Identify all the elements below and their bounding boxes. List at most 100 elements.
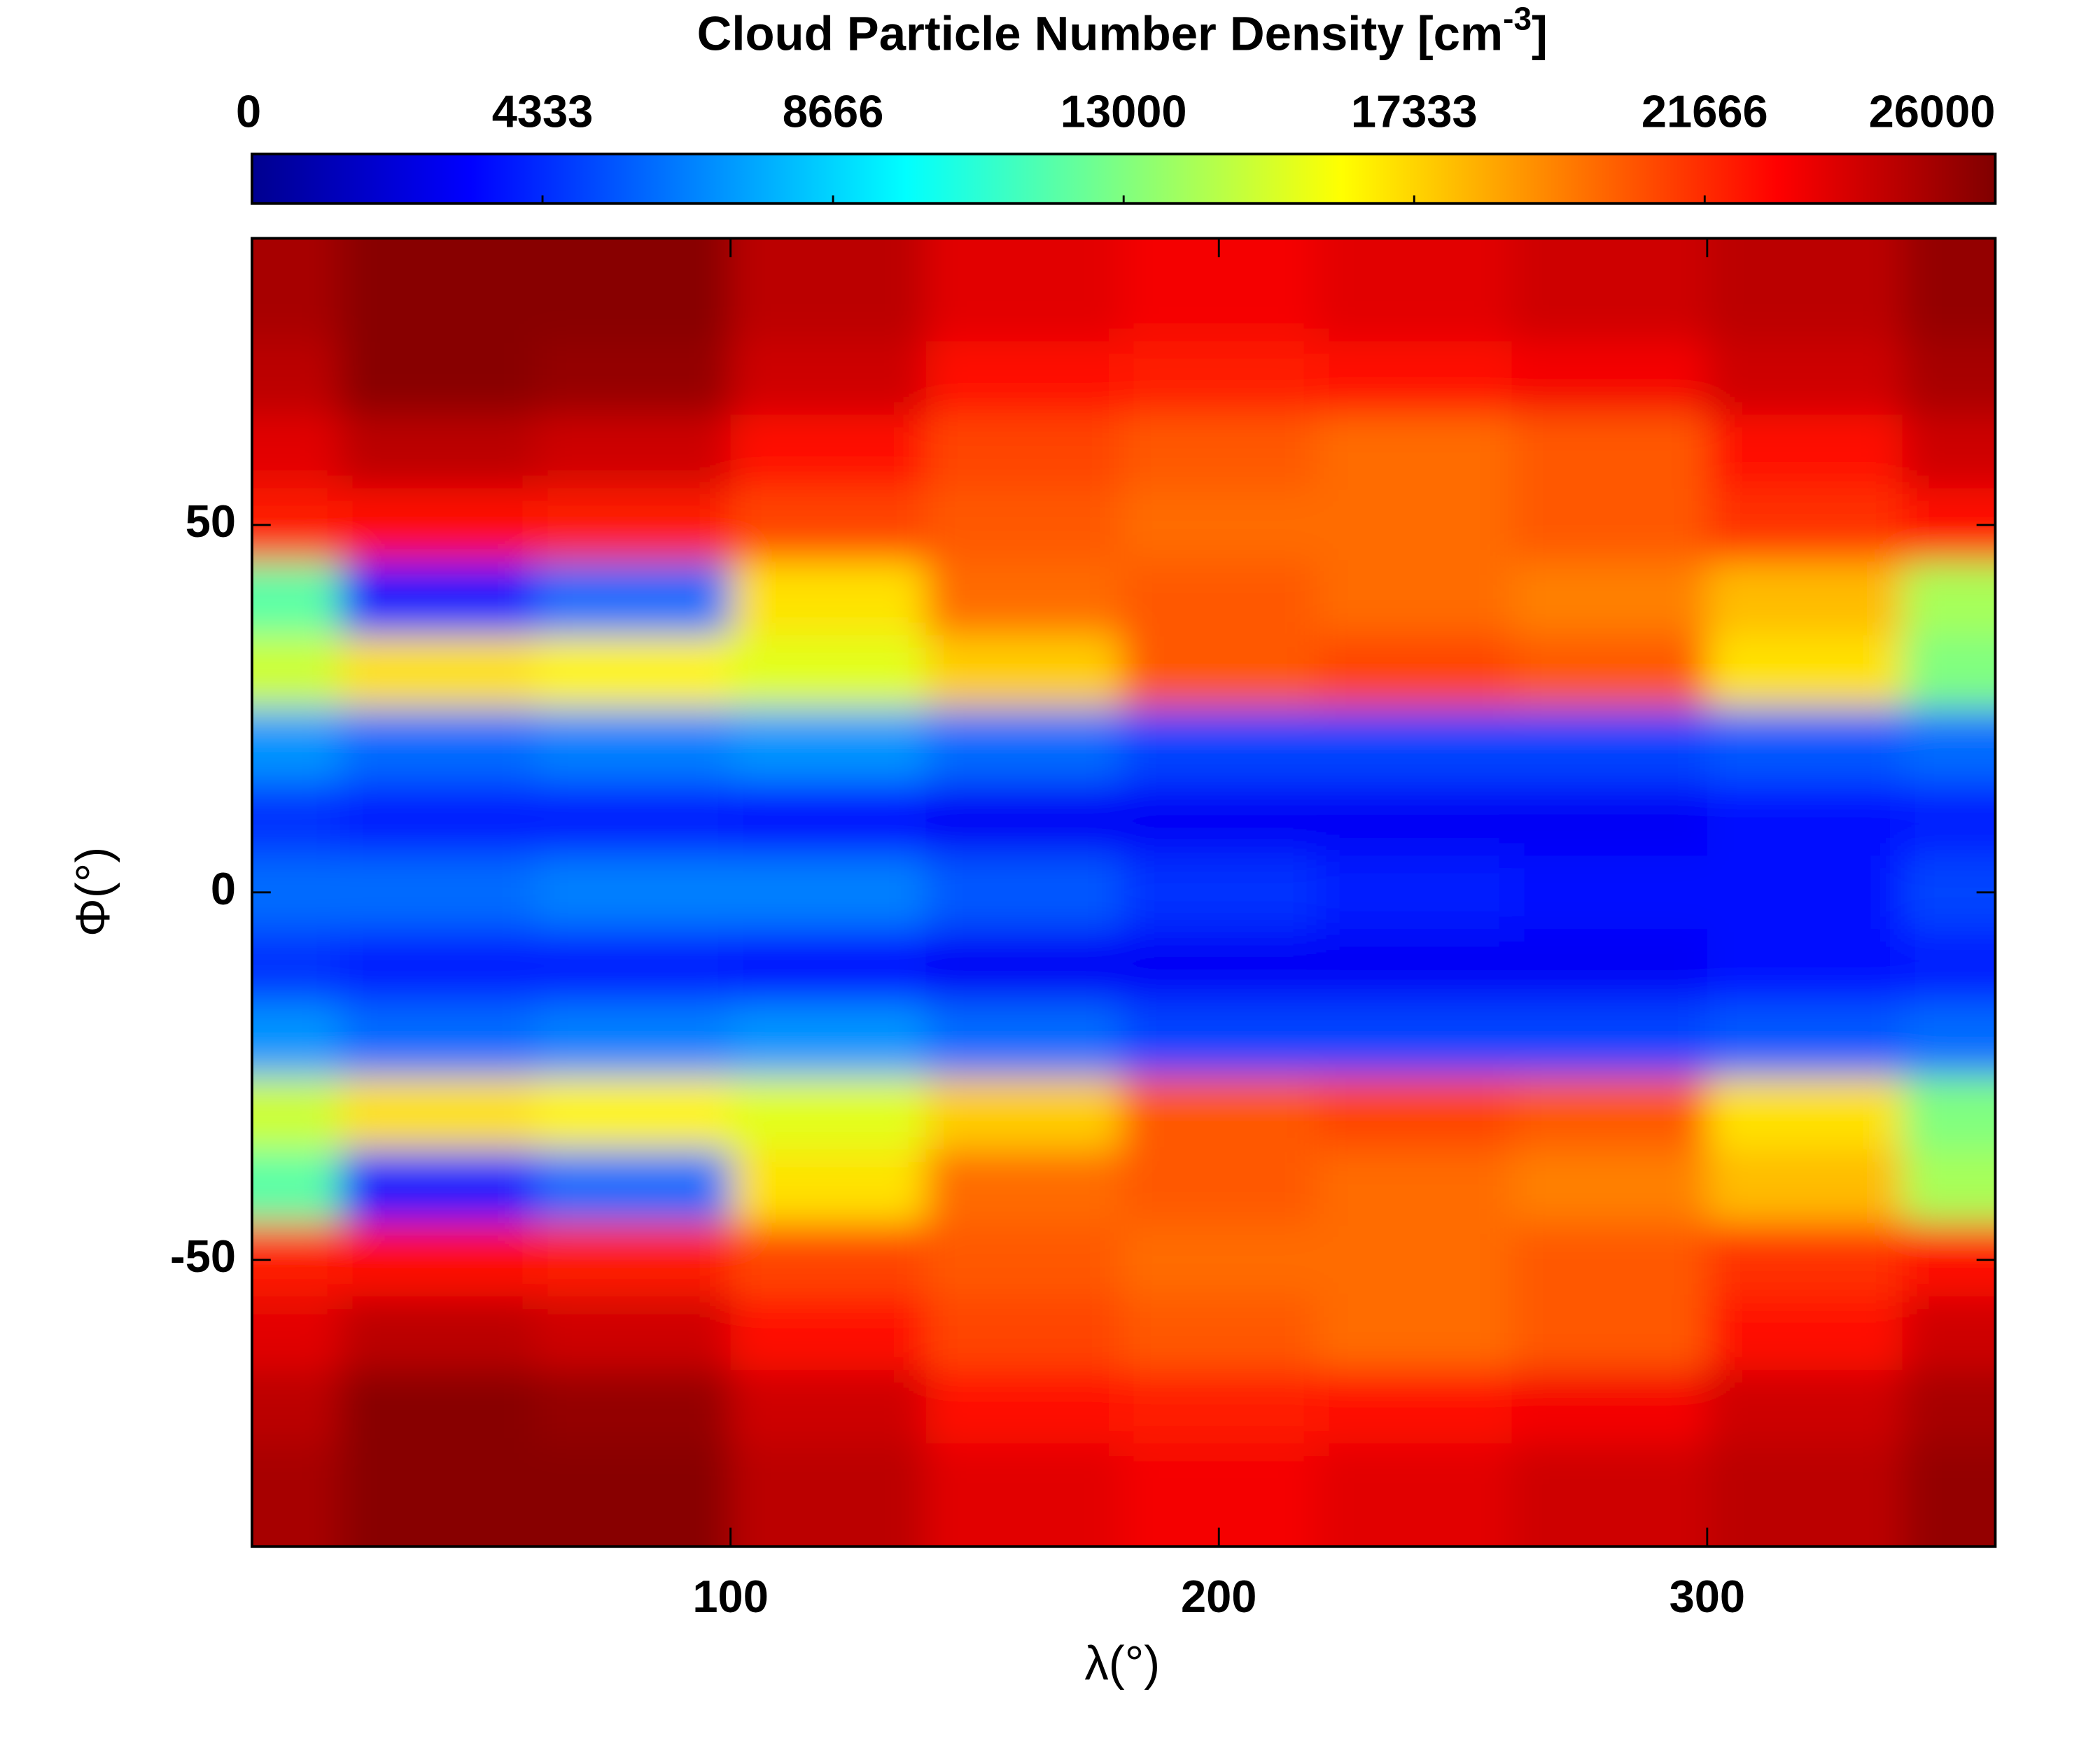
- field-cell: [251, 1296, 340, 1371]
- field-cell: [1316, 341, 1512, 415]
- field-cell: [1707, 708, 1903, 783]
- field-cell: [730, 1370, 926, 1444]
- field-cell: [1902, 1149, 1996, 1224]
- field-cell: [1707, 1223, 1903, 1297]
- field-cell: [535, 414, 731, 489]
- field-cell: [730, 1149, 926, 1224]
- title-superscript: -3: [1503, 1, 1532, 37]
- field-cell: [340, 1370, 536, 1444]
- field-cell: [340, 414, 536, 489]
- field-cell: [925, 635, 1121, 709]
- field-cell: [730, 1223, 926, 1297]
- field-cell: [251, 635, 340, 709]
- field-cell: [1511, 708, 1707, 783]
- field-cell: [251, 238, 340, 342]
- field-cell: [535, 488, 731, 562]
- field-cell: [1707, 1149, 1903, 1224]
- field-cell: [730, 341, 926, 415]
- x-tick-label: 200: [1181, 1571, 1256, 1622]
- field-cell: [1316, 1370, 1512, 1444]
- field-cell: [1511, 561, 1707, 636]
- field-cell: [1121, 708, 1317, 783]
- field-cell: [1121, 855, 1317, 930]
- field-cell: [1902, 341, 1996, 415]
- field-cell: [535, 1149, 731, 1224]
- field-cell: [925, 1076, 1121, 1150]
- field-cell: [1902, 1296, 1996, 1371]
- field-cell: [1902, 1076, 1996, 1150]
- field-cell: [535, 782, 731, 856]
- field-cell: [1121, 635, 1317, 709]
- field-cell: [251, 414, 340, 489]
- field-cell: [535, 561, 731, 636]
- field-cell: [925, 488, 1121, 562]
- field-cell: [340, 561, 536, 636]
- field-cell: [535, 341, 731, 415]
- field-cell: [730, 782, 926, 856]
- field-cell: [1511, 414, 1707, 489]
- field-cell: [535, 1443, 731, 1547]
- field-cell: [925, 341, 1121, 415]
- field-cell: [1511, 855, 1707, 930]
- field-cell: [1121, 1002, 1317, 1077]
- colorbar-tick-label: 17333: [1351, 86, 1478, 137]
- field-cell: [1121, 1296, 1317, 1371]
- colorbar: [251, 153, 1997, 205]
- contour-field: [251, 238, 1996, 1547]
- field-cell: [251, 708, 340, 783]
- field-cell: [1902, 561, 1996, 636]
- field-cell: [1121, 929, 1317, 1003]
- field-cell: [1511, 1223, 1707, 1297]
- field-cell: [340, 1076, 536, 1150]
- field-cell: [1511, 1370, 1707, 1444]
- field-cell: [925, 238, 1121, 342]
- y-tick-label: 50: [186, 496, 236, 547]
- field-cell: [730, 414, 926, 489]
- field-cell: [1707, 1002, 1903, 1077]
- x-tick-label: 100: [692, 1571, 768, 1622]
- field-cell: [1707, 1443, 1903, 1547]
- colorbar-tick-label: 21666: [1642, 86, 1768, 137]
- field-cell: [1316, 414, 1512, 489]
- field-cell: [1902, 1002, 1996, 1077]
- field-cell: [1902, 708, 1996, 783]
- field-cell: [925, 561, 1121, 636]
- colorbar-tick-label: 13000: [1060, 86, 1187, 137]
- field-cell: [251, 341, 340, 415]
- field-cell: [340, 488, 536, 562]
- field-cell: [251, 1149, 340, 1224]
- y-axis-label: Φ(°): [66, 847, 120, 937]
- field-cell: [340, 341, 536, 415]
- field-cell: [340, 238, 536, 342]
- field-cell: [925, 1002, 1121, 1077]
- field-cell: [1511, 1149, 1707, 1224]
- x-axis-label: λ(°): [1084, 1637, 1160, 1690]
- field-cell: [925, 708, 1121, 783]
- field-cell: [1316, 238, 1512, 342]
- field-cell: [1121, 561, 1317, 636]
- field-cell: [925, 1149, 1121, 1224]
- colorbar-tick-label: 0: [236, 86, 261, 137]
- field-cell: [251, 929, 340, 1003]
- field-cell: [1707, 488, 1903, 562]
- field-cell: [1121, 782, 1317, 856]
- field-cell: [730, 855, 926, 930]
- field-cell: [925, 1223, 1121, 1297]
- field-cell: [730, 488, 926, 562]
- field-cell: [1316, 1443, 1512, 1547]
- field-cell: [1316, 1149, 1512, 1224]
- field-cell: [730, 929, 926, 1003]
- field-cell: [1316, 488, 1512, 562]
- field-cell: [1902, 635, 1996, 709]
- field-cell: [1707, 1370, 1903, 1444]
- field-cell: [1121, 488, 1317, 562]
- field-cell: [1511, 1076, 1707, 1150]
- colorbar-tick-label: 8666: [783, 86, 884, 137]
- field-cell: [1316, 1223, 1512, 1297]
- field-cell: [730, 635, 926, 709]
- field-cell: [1707, 635, 1903, 709]
- field-cell: [925, 414, 1121, 489]
- field-cell: [340, 635, 536, 709]
- field-cell: [340, 855, 536, 930]
- field-cell: [925, 1370, 1121, 1444]
